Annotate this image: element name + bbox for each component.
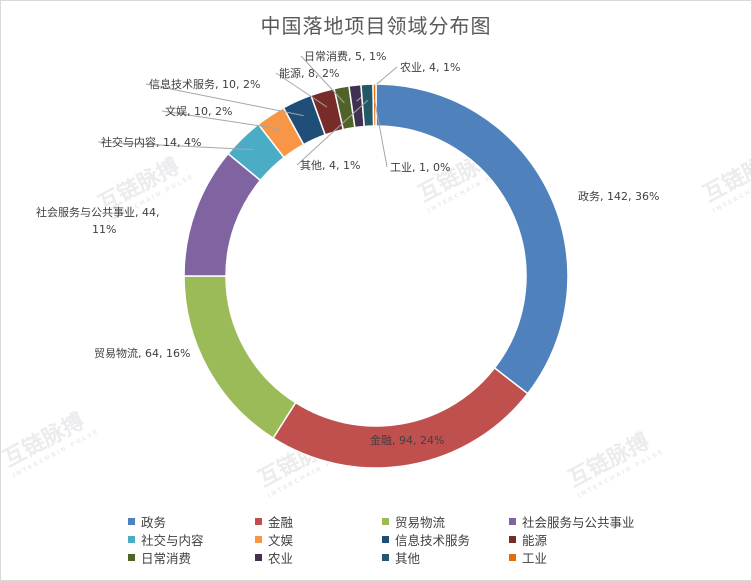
legend-label: 社交与内容 — [141, 532, 204, 548]
leader-line — [97, 141, 254, 151]
legend-swatch — [255, 535, 262, 543]
legend-swatch — [255, 517, 262, 525]
leader-line — [296, 99, 369, 166]
data-label: 社会服务与公共事业, 44, 11% — [36, 205, 160, 236]
data-label: 信息技术服务, 10, 2% — [149, 77, 260, 91]
data-label: 文娱, 10, 2% — [165, 104, 232, 118]
legend-entry: 工业 — [509, 549, 689, 566]
legend-swatch — [128, 553, 135, 561]
data-label: 能源, 8, 2% — [279, 66, 339, 80]
legend-label: 贸易物流 — [395, 514, 446, 530]
donut-slice — [183, 152, 262, 277]
legend-label: 日常消费 — [141, 550, 192, 566]
legend-swatch — [382, 517, 389, 525]
leader-line — [275, 72, 328, 108]
legend-entry: 政务 — [128, 513, 255, 530]
legend-swatch — [382, 553, 389, 561]
legend-entry: 社会服务与公共事业 — [509, 513, 689, 530]
legend-entry: 信息技术服务 — [382, 531, 509, 548]
legend-label: 政务 — [141, 514, 167, 530]
data-label: 社交与内容, 14, 4% — [101, 135, 201, 149]
donut-slice — [183, 275, 297, 440]
legend-swatch — [128, 535, 135, 543]
legend-entry: 贸易物流 — [382, 513, 509, 530]
legend-label: 能源 — [522, 532, 548, 548]
legend-label: 金融 — [268, 514, 294, 530]
legend-label: 其他 — [395, 550, 421, 566]
chart-legend: 政务 金融 贸易物流 社会服务与公共事业社交与内容 文娱 信息技术服务 能源日常消费 农业 其他… — [128, 513, 689, 566]
legend-label: 农业 — [268, 550, 294, 566]
data-label: 农业, 4, 1% — [400, 60, 460, 74]
leader-line — [161, 110, 280, 130]
donut-slice — [375, 83, 569, 395]
legend-entry: 农业 — [255, 549, 382, 566]
legend-label: 工业 — [522, 550, 548, 566]
legend-swatch — [382, 535, 389, 543]
data-label: 政务, 142, 36% — [578, 189, 659, 203]
data-label: 日常消费, 5, 1% — [304, 49, 386, 63]
legend-label: 信息技术服务 — [395, 532, 471, 548]
data-label: 其他, 4, 1% — [300, 159, 360, 172]
legend-label: 文娱 — [268, 532, 294, 548]
leader-line — [145, 83, 304, 117]
legend-entry: 日常消费 — [128, 549, 255, 566]
legend-entry: 金融 — [255, 513, 382, 530]
data-label: 金融, 94, 24% — [370, 433, 444, 447]
legend-entry: 社交与内容 — [128, 531, 255, 548]
legend-swatch — [509, 535, 516, 543]
leader-line — [374, 99, 388, 168]
legend-entry: 其他 — [382, 549, 509, 566]
donut-slice — [272, 366, 529, 469]
legend-swatch — [509, 553, 516, 561]
legend-label: 社会服务与公共事业 — [522, 514, 635, 530]
legend-swatch — [128, 517, 135, 525]
legend-swatch — [509, 517, 516, 525]
donut-slice — [372, 83, 377, 127]
leader-line — [300, 55, 345, 104]
data-label: 工业, 1, 0% — [390, 161, 450, 174]
data-label: 贸易物流, 64, 16% — [94, 346, 190, 360]
legend-swatch — [255, 553, 262, 561]
chart-title: 中国落地项目领域分布图 — [260, 14, 492, 38]
legend-entry: 文娱 — [255, 531, 382, 548]
legend-entry: 能源 — [509, 531, 689, 548]
